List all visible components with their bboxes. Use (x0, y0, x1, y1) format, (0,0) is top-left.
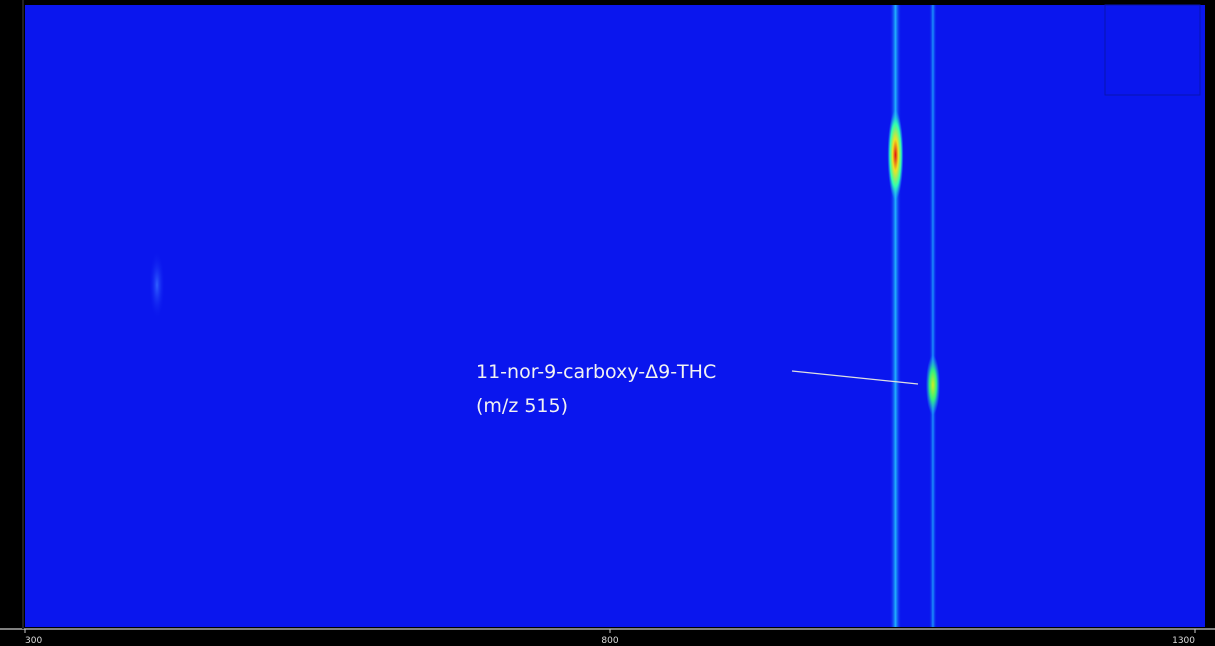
x-tick-label: 300 (25, 636, 42, 646)
peak (887, 110, 904, 200)
x-tick-label: 800 (601, 636, 618, 646)
annotation-compound: 11-nor-9-carboxy-Δ9-THC (476, 361, 716, 383)
inset-box (1104, 4, 1201, 96)
peak (925, 355, 940, 415)
streak (928, 5, 937, 627)
annotation-mz: (m/z 515) (476, 395, 568, 417)
streak (889, 5, 902, 627)
x-tick-label: 1300 (1172, 636, 1195, 646)
plot-area (25, 5, 1205, 627)
leader-line (791, 370, 919, 385)
faint-spot (149, 250, 165, 320)
